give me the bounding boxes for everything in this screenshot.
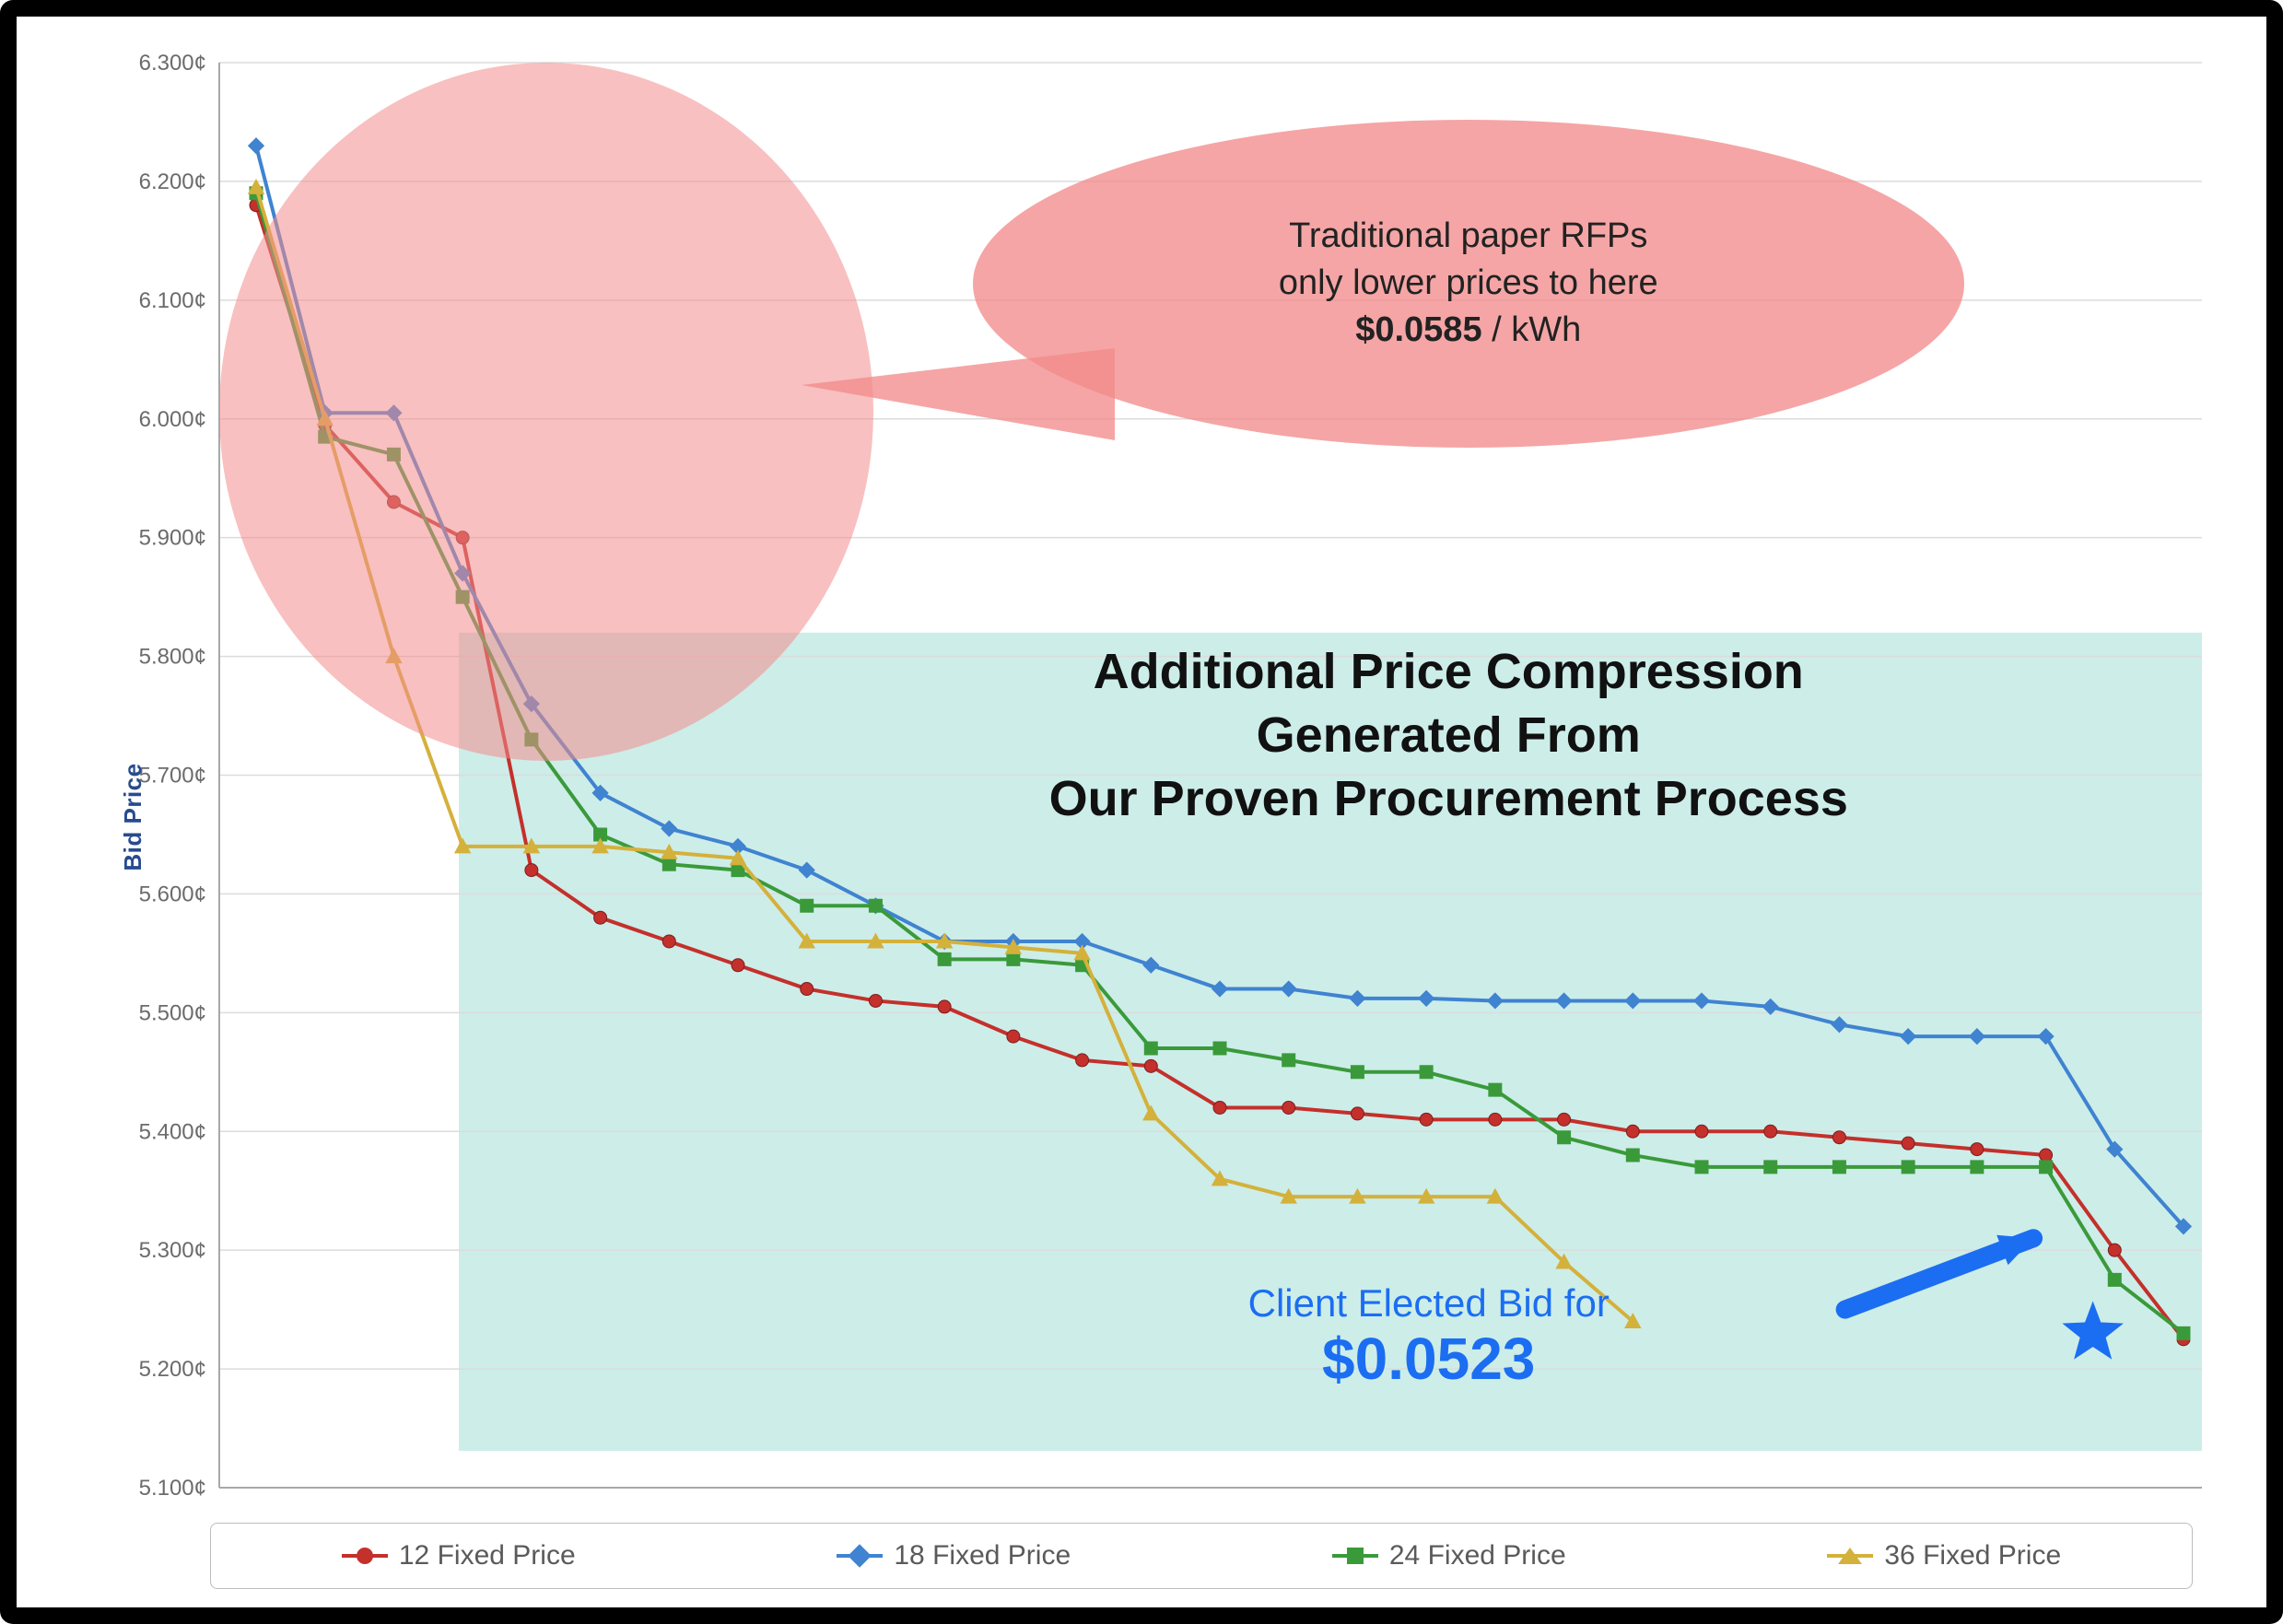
series-marker [1695,1161,1708,1174]
callout-value-rest: / kWh [1482,310,1582,349]
callout-value-row: $0.0585 / kWh [1355,307,1581,354]
legend-label: 18 Fixed Price [894,1540,1071,1571]
chart-frame: Bid Price 5.100¢ 5.200¢ 5.300¢ 5.400¢ 5.500¢… [0,0,2283,1624]
series-marker [1832,1131,1845,1144]
y-tick-label: 5.400¢ [139,1119,206,1144]
callout-line2: only lower prices to here [1279,260,1658,307]
series-marker [2177,1326,2190,1339]
y-tick-label: 5.700¢ [139,764,206,789]
series-marker [801,983,814,996]
y-tick-label: 6.000¢ [139,407,206,432]
series-marker [1489,1083,1502,1096]
series-marker [525,864,538,877]
rfp-callout-tail [802,348,1115,440]
legend-marker-icon [849,1544,872,1567]
series-marker [1971,1143,1984,1156]
y-tick-label: 5.600¢ [139,882,206,906]
compression-line2: Generated From [932,704,1964,767]
series-marker [2108,1244,2121,1256]
series-marker [1558,1113,1571,1126]
compression-title: Additional Price Compression Generated F… [932,640,1964,831]
chart-wrap: Bid Price 5.100¢ 5.200¢ 5.300¢ 5.400¢ 5.500¢… [53,44,2230,1589]
elected-bid-label: Client Elected Bid for $0.0523 [1153,1281,1705,1394]
rfp-callout-bubble: Traditional paper RFPs only lower prices… [973,120,1964,448]
callout-line1: Traditional paper RFPs [1289,213,1647,260]
series-marker [1902,1137,1914,1150]
compression-line1: Additional Price Compression [932,640,1964,704]
series-marker [2108,1273,2121,1286]
y-tick-label: 5.800¢ [139,645,206,670]
series-marker [1832,1161,1845,1174]
series-marker [1076,1054,1089,1067]
series-marker [1971,1161,1984,1174]
callout-value-bold: $0.0585 [1355,310,1481,349]
series-marker [662,935,675,948]
series-marker [938,1000,951,1013]
series-marker [1007,1030,1020,1043]
series-marker [869,994,882,1007]
series-marker [1420,1113,1433,1126]
compression-line3: Our Proven Procurement Process [932,767,1964,831]
rfp-highlight-ellipse [219,63,873,761]
series-marker [1626,1125,1639,1138]
legend-item: 24 Fixed Price [1332,1540,1566,1571]
legend-label: 36 Fixed Price [1884,1540,2061,1571]
series-marker [1626,1149,1639,1162]
series-marker [1764,1125,1777,1138]
legend-label: 24 Fixed Price [1389,1540,1566,1571]
legend-item: 36 Fixed Price [1827,1540,2061,1571]
series-marker [1351,1107,1364,1120]
elected-line1: Client Elected Bid for [1153,1281,1705,1326]
series-marker [1144,1042,1157,1055]
series-marker [1558,1131,1571,1144]
series-marker [1282,1054,1295,1067]
legend-marker-icon [357,1548,373,1564]
series-marker [801,899,814,912]
elected-value: $0.0523 [1153,1326,1705,1394]
y-tick-label: 5.200¢ [139,1357,206,1382]
series-marker [1282,1101,1295,1114]
legend-item: 18 Fixed Price [837,1540,1071,1571]
legend-swatch [1827,1554,1873,1558]
y-tick-label: 5.500¢ [139,1000,206,1025]
series-marker [594,911,607,924]
y-tick-label: 6.100¢ [139,288,206,313]
series-marker [869,899,882,912]
series-marker [662,858,675,870]
series-marker [1213,1042,1226,1055]
y-tick-label: 6.200¢ [139,169,206,194]
series-marker [2040,1161,2053,1174]
series-marker [1902,1161,1914,1174]
y-tick-label: 5.300¢ [139,1238,206,1263]
legend-marker-icon [1838,1548,1862,1564]
y-axis-label: Bid Price [119,763,147,870]
legend-label: 12 Fixed Price [399,1540,576,1571]
series-marker [732,959,744,972]
series-marker [1420,1066,1433,1079]
series-marker [938,952,951,965]
y-tick-label: 5.100¢ [139,1476,206,1501]
series-marker [1007,952,1020,965]
series-marker [2040,1149,2053,1162]
series-marker [1695,1125,1708,1138]
y-tick-label: 6.300¢ [139,51,206,76]
series-marker [1764,1161,1777,1174]
series-marker [249,138,264,154]
legend-swatch [342,1554,388,1558]
legend-swatch [1332,1554,1378,1558]
series-marker [1213,1101,1226,1114]
legend-marker-icon [1347,1548,1364,1564]
legend: 12 Fixed Price 18 Fixed Price 24 Fixed Pri… [210,1523,2193,1589]
legend-item: 12 Fixed Price [342,1540,576,1571]
series-marker [1351,1066,1364,1079]
series-marker [1144,1059,1157,1072]
legend-swatch [837,1554,883,1558]
series-marker [1489,1113,1502,1126]
y-tick-label: 5.900¢ [139,526,206,551]
